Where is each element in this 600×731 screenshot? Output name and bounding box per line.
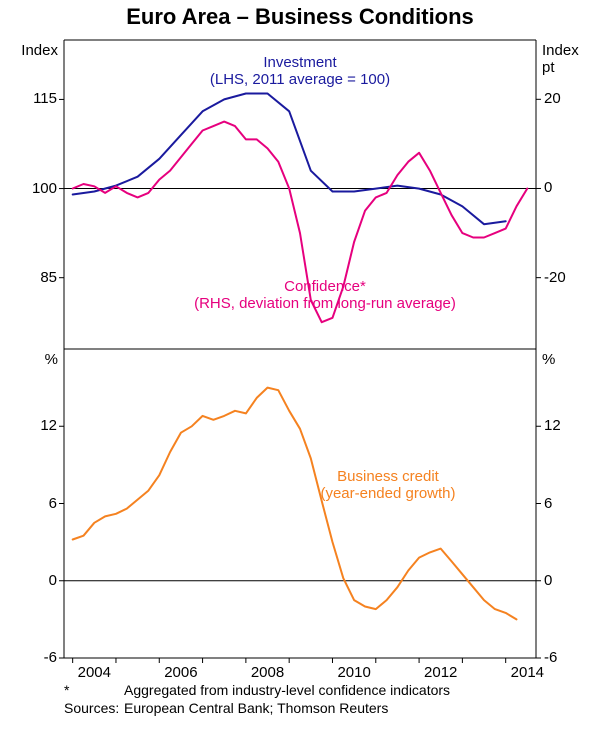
series-business_credit <box>73 388 517 620</box>
y-axis-right-label: % <box>542 351 598 368</box>
x-tick-label: 2010 <box>329 664 379 681</box>
y-tick-right: 0 <box>544 179 592 196</box>
y-axis-left-label: Index <box>6 42 58 59</box>
y-axis-left-label: % <box>6 351 58 368</box>
y-tick-right: 20 <box>544 90 592 107</box>
x-tick-label: 2014 <box>502 664 552 681</box>
x-tick-label: 2008 <box>243 664 293 681</box>
y-tick-right: 12 <box>544 417 592 434</box>
y-tick-left: 0 <box>9 572 57 589</box>
series-label-confidence: Confidence*(RHS, deviation from long-run… <box>165 278 485 312</box>
x-tick-label: 2012 <box>416 664 466 681</box>
y-tick-left: 115 <box>9 90 57 107</box>
y-tick-left: -6 <box>9 649 57 666</box>
y-axis-right-label: Index pt <box>542 42 598 76</box>
footnote: *Aggregated from industry-level confiden… <box>64 682 566 698</box>
footnote: Sources:European Central Bank; Thomson R… <box>64 700 566 716</box>
y-tick-right: -20 <box>544 269 592 286</box>
y-tick-left: 6 <box>9 495 57 512</box>
y-tick-right: 6 <box>544 495 592 512</box>
y-tick-right: 0 <box>544 572 592 589</box>
y-tick-left: 100 <box>9 180 57 197</box>
series-label-investment: Investment(LHS, 2011 average = 100) <box>140 54 460 88</box>
series-label-business_credit: Business credit(year-ended growth) <box>228 468 548 502</box>
y-tick-left: 12 <box>9 417 57 434</box>
y-tick-left: 85 <box>9 269 57 286</box>
y-tick-right: -6 <box>544 649 592 666</box>
x-tick-label: 2004 <box>69 664 119 681</box>
series-investment <box>73 94 506 225</box>
x-tick-label: 2006 <box>156 664 206 681</box>
chart-svg <box>0 0 600 731</box>
